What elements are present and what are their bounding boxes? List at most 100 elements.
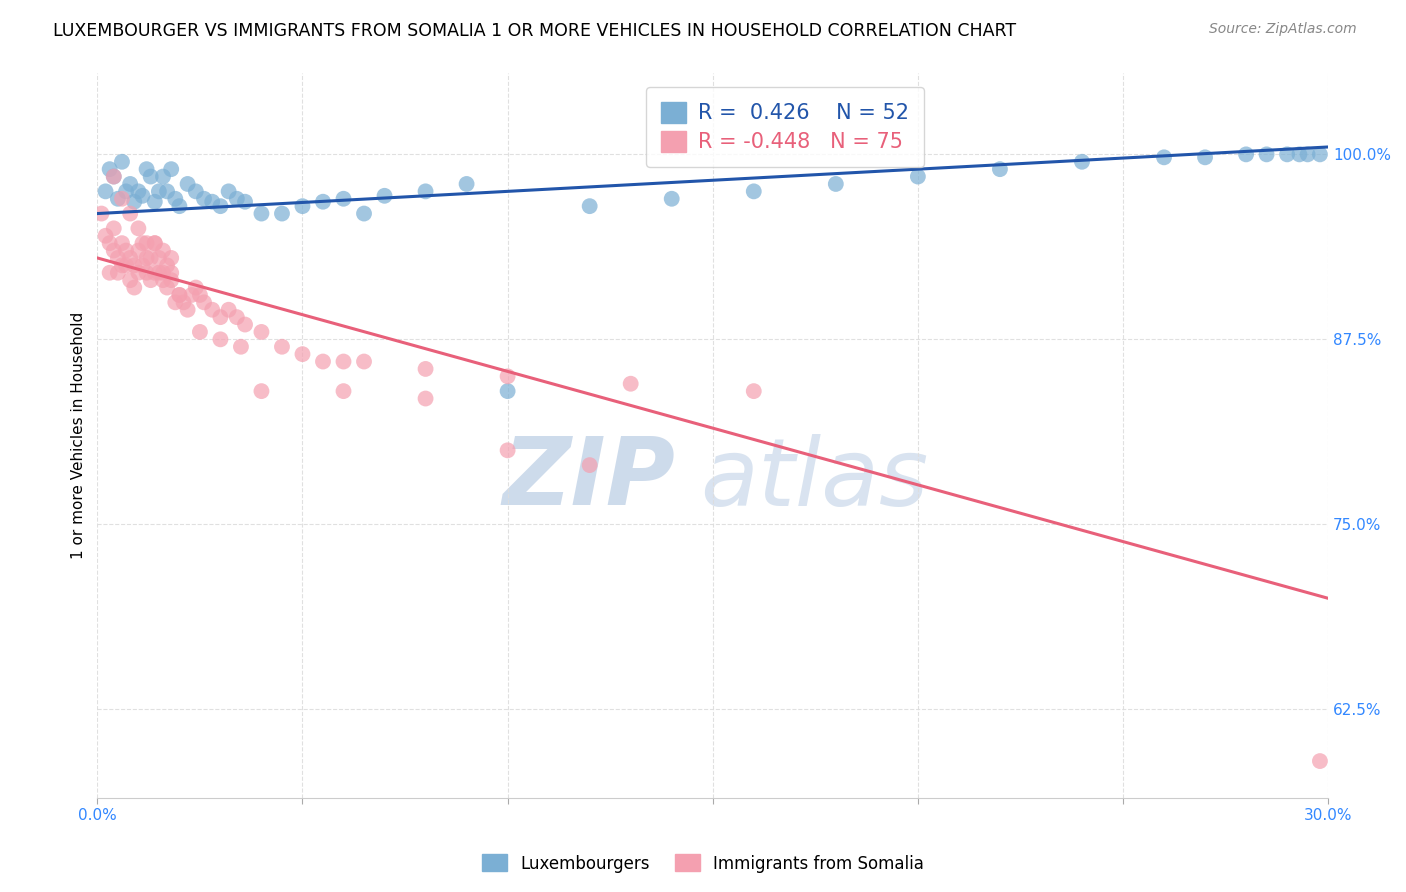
Point <box>332 384 354 398</box>
Point <box>250 384 273 398</box>
Point <box>496 443 519 458</box>
Point <box>98 162 121 177</box>
Point <box>111 258 134 272</box>
Point <box>209 199 232 213</box>
Point <box>218 302 240 317</box>
Point <box>169 288 191 302</box>
Point <box>193 295 215 310</box>
Text: ZIP: ZIP <box>503 433 676 525</box>
Point <box>201 194 224 209</box>
Point <box>139 169 162 184</box>
Point <box>1309 754 1331 768</box>
Point <box>353 206 375 220</box>
Point <box>127 266 149 280</box>
Point <box>907 169 929 184</box>
Point <box>201 302 224 317</box>
Point <box>107 266 129 280</box>
Point <box>291 347 314 361</box>
Point <box>218 185 240 199</box>
Point <box>160 273 183 287</box>
Point <box>156 280 179 294</box>
Point <box>120 177 142 191</box>
Point <box>124 258 146 272</box>
Point <box>169 288 191 302</box>
Point <box>496 369 519 384</box>
Point <box>120 206 142 220</box>
Point <box>135 251 157 265</box>
Point <box>225 310 247 325</box>
Point <box>124 194 146 209</box>
Point <box>143 194 166 209</box>
Point <box>233 318 256 332</box>
Point <box>115 258 138 272</box>
Point <box>824 177 846 191</box>
Point <box>135 236 157 251</box>
Point <box>120 273 142 287</box>
Point <box>250 325 273 339</box>
Point <box>98 236 121 251</box>
Point <box>148 185 170 199</box>
Point <box>160 162 183 177</box>
Point <box>1153 150 1175 164</box>
Point <box>184 280 207 294</box>
Point <box>127 185 149 199</box>
Point <box>152 169 174 184</box>
Legend: R =  0.426    N = 52, R = -0.448   N = 75: R = 0.426 N = 52, R = -0.448 N = 75 <box>647 87 924 167</box>
Point <box>176 302 198 317</box>
Point <box>271 206 294 220</box>
Y-axis label: 1 or more Vehicles in Household: 1 or more Vehicles in Household <box>72 312 86 559</box>
Point <box>496 384 519 398</box>
Point <box>271 340 294 354</box>
Point <box>156 185 179 199</box>
Point <box>139 251 162 265</box>
Point <box>332 192 354 206</box>
Point <box>229 340 252 354</box>
Point <box>173 295 195 310</box>
Point <box>188 288 211 302</box>
Point <box>111 154 134 169</box>
Point <box>131 236 153 251</box>
Point <box>127 221 149 235</box>
Point <box>1309 147 1331 161</box>
Point <box>165 295 187 310</box>
Point <box>156 258 179 272</box>
Point <box>180 288 202 302</box>
Point <box>620 376 643 391</box>
Point <box>415 362 437 376</box>
Text: LUXEMBOURGER VS IMMIGRANTS FROM SOMALIA 1 OR MORE VEHICLES IN HOUSEHOLD CORRELAT: LUXEMBOURGER VS IMMIGRANTS FROM SOMALIA … <box>53 22 1017 40</box>
Point <box>127 244 149 258</box>
Point <box>578 458 600 472</box>
Point <box>139 273 162 287</box>
Point <box>111 192 134 206</box>
Point <box>103 244 125 258</box>
Point <box>115 185 138 199</box>
Point <box>98 266 121 280</box>
Point <box>456 177 478 191</box>
Point <box>176 177 198 191</box>
Point <box>373 189 395 203</box>
Point <box>90 206 112 220</box>
Point <box>209 310 232 325</box>
Point <box>165 192 187 206</box>
Point <box>1194 150 1216 164</box>
Point <box>120 251 142 265</box>
Point <box>312 354 335 368</box>
Text: Source: ZipAtlas.com: Source: ZipAtlas.com <box>1209 22 1357 37</box>
Point <box>742 185 765 199</box>
Point <box>131 189 153 203</box>
Point <box>135 266 157 280</box>
Point <box>143 236 166 251</box>
Point <box>143 236 166 251</box>
Point <box>225 192 247 206</box>
Point <box>578 199 600 213</box>
Point <box>415 185 437 199</box>
Point <box>250 206 273 220</box>
Point <box>1288 147 1310 161</box>
Point <box>193 192 215 206</box>
Point <box>312 194 335 209</box>
Legend: Luxembourgers, Immigrants from Somalia: Luxembourgers, Immigrants from Somalia <box>475 847 931 880</box>
Point <box>1256 147 1278 161</box>
Point <box>135 162 157 177</box>
Point <box>152 266 174 280</box>
Point <box>107 251 129 265</box>
